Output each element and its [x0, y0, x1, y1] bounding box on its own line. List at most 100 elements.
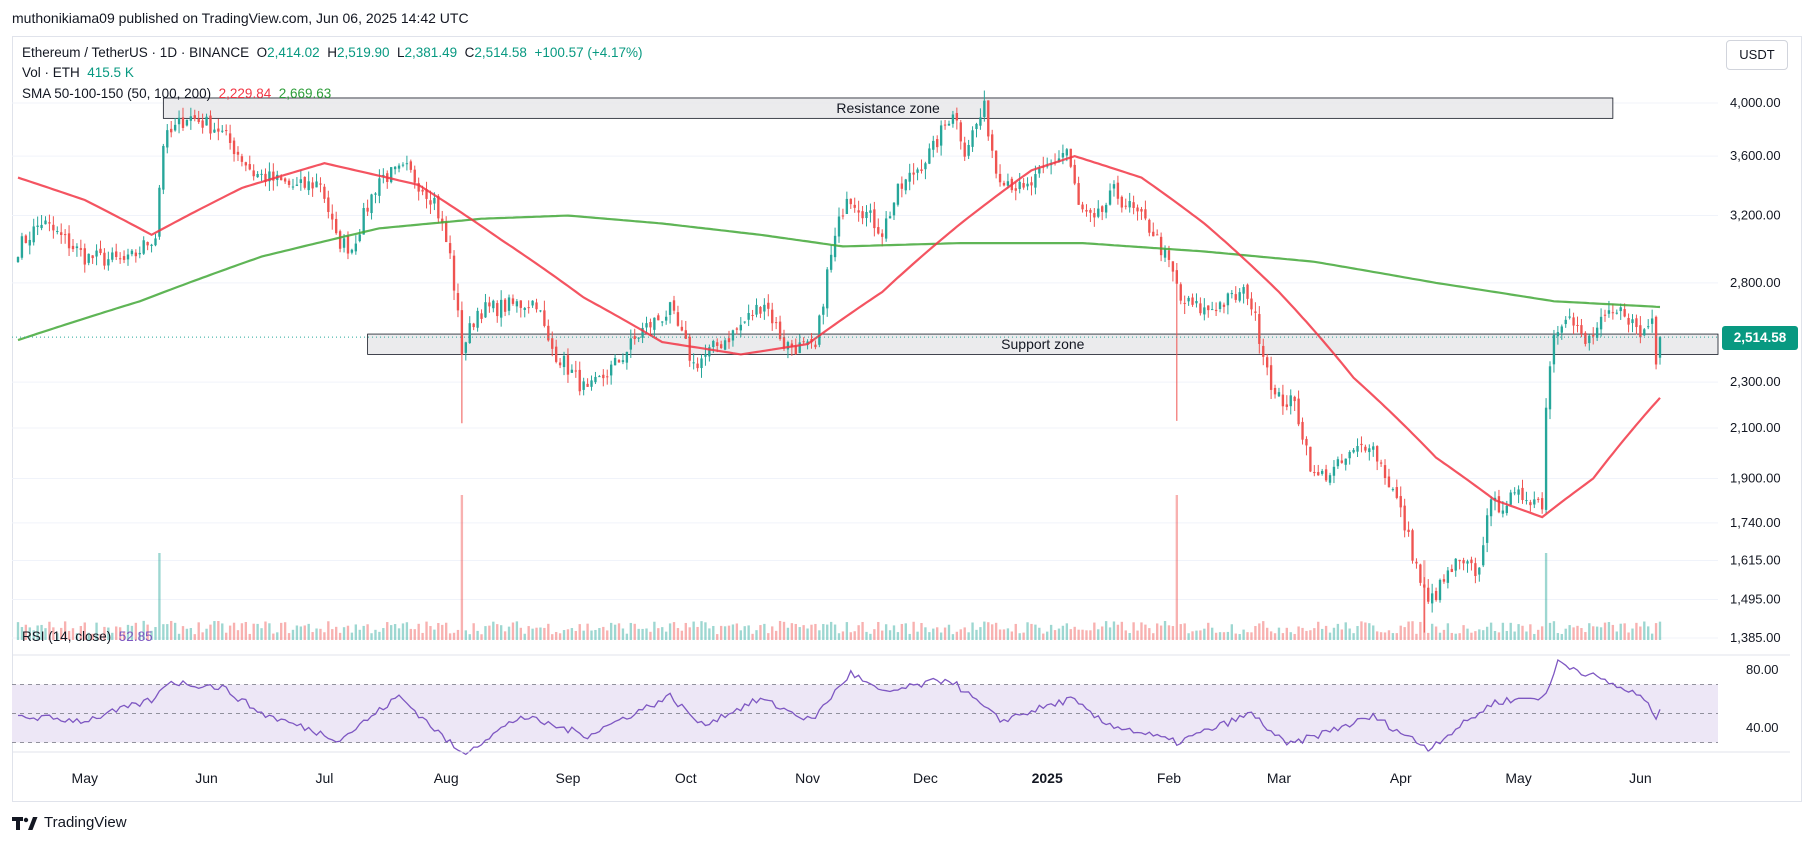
- candle-body: [908, 172, 911, 182]
- candle-body: [1482, 545, 1485, 566]
- zone-label: Resistance zone: [836, 100, 940, 116]
- candle: [189, 107, 193, 130]
- candle: [217, 118, 220, 141]
- candle: [303, 176, 306, 190]
- volume-bar: [759, 625, 762, 640]
- candle: [888, 211, 892, 219]
- candle-body: [1489, 499, 1493, 517]
- volume-bar: [1493, 630, 1497, 640]
- x-tick-label: Mar: [1267, 770, 1291, 786]
- volume-bar: [448, 633, 452, 640]
- volume-bar: [719, 625, 723, 640]
- candle-body: [822, 306, 825, 315]
- candle: [201, 113, 204, 134]
- zone-0: Resistance zone: [162, 97, 1614, 119]
- sma-label[interactable]: SMA 50-100-150 (50, 100, 200): [22, 86, 212, 101]
- candle-body: [362, 208, 365, 235]
- candle: [366, 199, 369, 217]
- candle-body: [1552, 334, 1556, 365]
- candle: [539, 310, 542, 313]
- volume-bar: [1403, 627, 1406, 640]
- candle: [36, 216, 39, 236]
- volume-bar: [1108, 627, 1112, 640]
- candle-body: [1501, 510, 1505, 514]
- candle: [166, 124, 169, 154]
- candle-body: [1014, 188, 1017, 191]
- candle: [778, 315, 782, 341]
- brand[interactable]: TradingView: [12, 814, 127, 831]
- candle: [409, 159, 413, 173]
- volume-bar: [1317, 621, 1320, 640]
- volume-bar: [1156, 623, 1159, 640]
- candle: [566, 348, 570, 383]
- candle: [688, 334, 691, 367]
- candle: [1446, 566, 1450, 589]
- volume-bar: [1627, 632, 1630, 640]
- candle: [1462, 557, 1465, 571]
- volume-bar: [1273, 633, 1277, 640]
- volume-label[interactable]: Vol · ETH: [22, 65, 80, 80]
- candle: [331, 204, 334, 230]
- volume-bar: [350, 632, 354, 640]
- candle: [354, 235, 358, 255]
- candle: [1387, 468, 1391, 488]
- candle-body: [1101, 206, 1104, 212]
- currency-button[interactable]: USDT: [1726, 40, 1788, 70]
- candle: [896, 183, 900, 207]
- candle: [1419, 563, 1422, 586]
- candle: [91, 255, 94, 264]
- legend-ohlc: Ethereum / TetherUS · 1D · BINANCE O2,41…: [22, 45, 643, 60]
- candle-body: [181, 117, 185, 128]
- candle-body: [547, 325, 550, 341]
- candle-body: [1639, 325, 1642, 338]
- candle: [1356, 438, 1359, 458]
- rsi-label[interactable]: RSI (14, close): [22, 629, 112, 644]
- candle-body: [1258, 314, 1261, 344]
- volume-bar: [1383, 632, 1387, 640]
- candle: [865, 205, 868, 227]
- volume-bar: [936, 627, 939, 640]
- symbol-label[interactable]: Ethereum / TetherUS · 1D · BINANCE: [22, 45, 250, 60]
- volume-bar: [1650, 633, 1654, 640]
- candle-body: [60, 232, 63, 235]
- price-tick-label: 1,900.00: [1730, 471, 1781, 486]
- candle-body: [1234, 294, 1237, 300]
- candle-body: [24, 235, 28, 243]
- candle: [185, 119, 189, 127]
- rsi-tick-label: 80.00: [1746, 662, 1779, 677]
- candle-body: [315, 181, 318, 188]
- candle-body: [1265, 357, 1269, 368]
- volume-bar: [452, 632, 456, 640]
- candle-body: [56, 230, 59, 232]
- candle-body: [496, 303, 499, 317]
- candle-body: [413, 169, 416, 183]
- volume-bar: [743, 626, 746, 640]
- candle: [315, 173, 318, 188]
- candle: [177, 110, 181, 134]
- volume-bar: [1654, 623, 1658, 640]
- candle: [771, 302, 774, 331]
- volume-bar: [1179, 624, 1182, 640]
- candle: [1631, 314, 1634, 333]
- candle: [1305, 436, 1308, 456]
- x-tick-label: Apr: [1390, 770, 1412, 786]
- candle: [221, 125, 224, 133]
- candle: [967, 139, 970, 160]
- candle-body: [354, 243, 358, 252]
- x-tick-label: Aug: [434, 770, 459, 786]
- candle: [841, 208, 845, 220]
- candle-body: [680, 326, 684, 331]
- candle: [936, 135, 939, 153]
- candle: [1089, 208, 1092, 223]
- candle-body: [1556, 332, 1560, 337]
- candle-body: [1183, 302, 1186, 304]
- volume-bar: [1203, 628, 1206, 640]
- volume-bar: [1485, 626, 1489, 640]
- candle-body: [1203, 307, 1206, 315]
- volume-bar: [425, 621, 428, 640]
- volume-bar: [1069, 629, 1072, 640]
- candle: [633, 328, 636, 345]
- candle: [1120, 195, 1124, 213]
- volume-bar: [649, 631, 652, 640]
